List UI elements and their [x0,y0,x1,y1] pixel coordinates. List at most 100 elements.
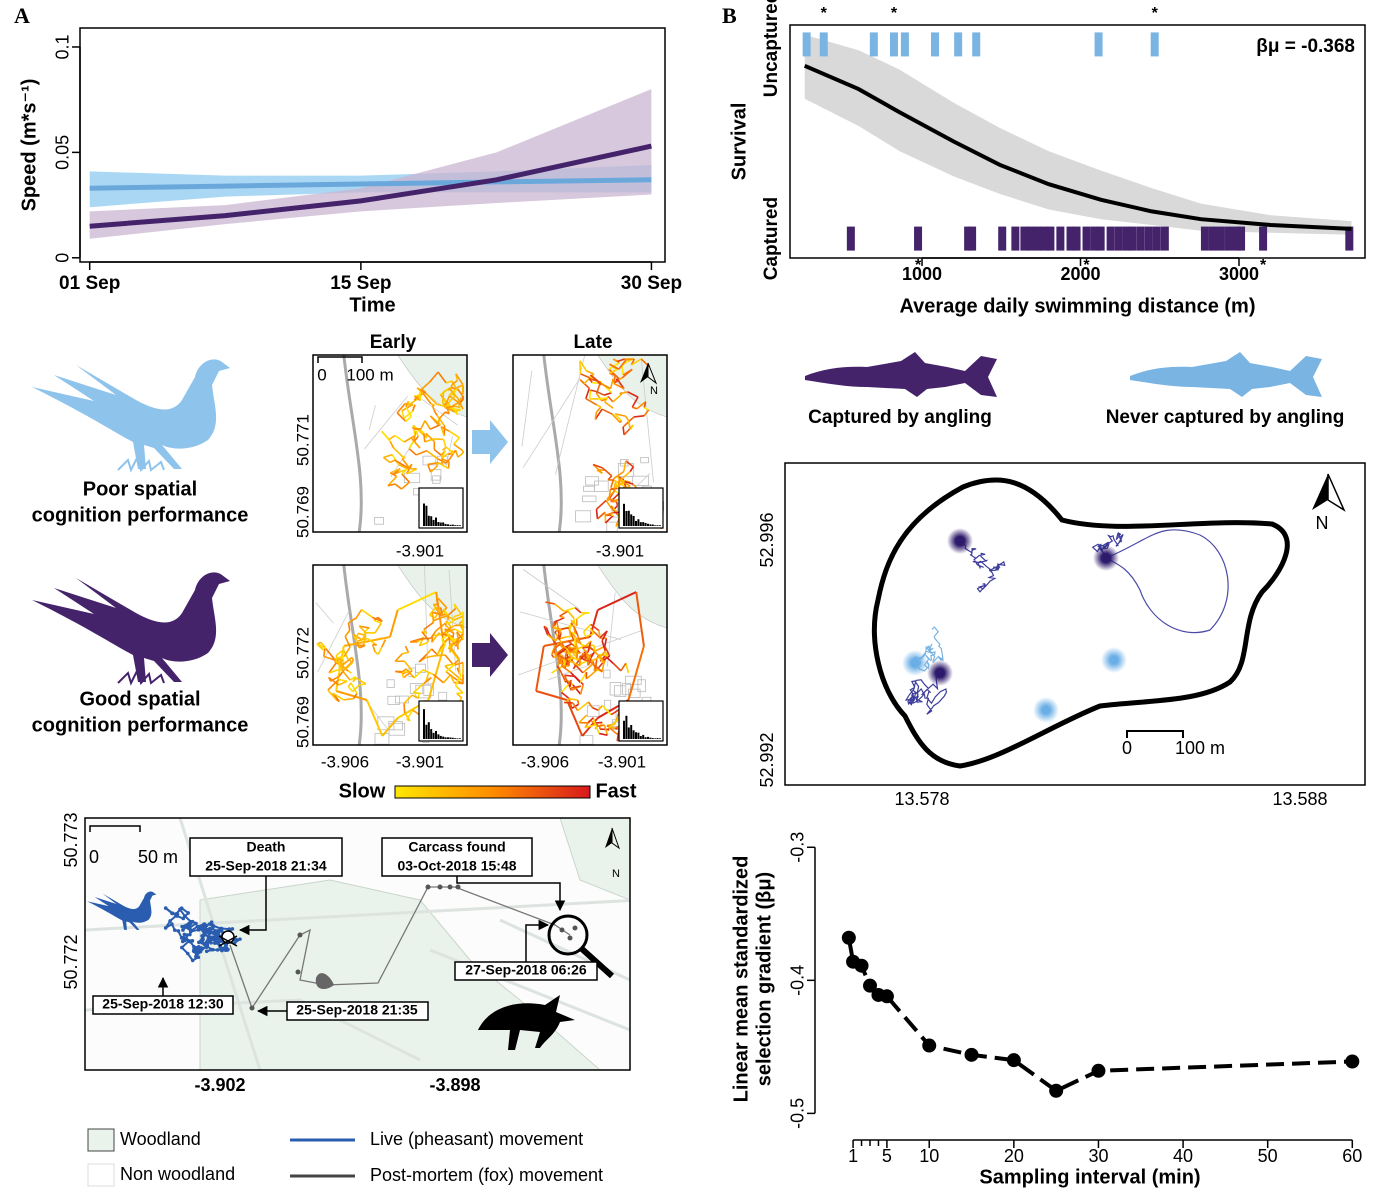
track [594,408,603,420]
track [595,499,607,510]
building [575,510,592,523]
fox-fix [447,884,453,890]
track [600,382,611,390]
track [343,636,391,647]
track [632,406,638,410]
track [332,692,344,701]
track [341,669,351,681]
track [377,616,383,623]
inset-bar [427,722,430,739]
fish-icon [805,352,997,397]
track [613,382,625,390]
track [613,480,626,489]
track [616,378,625,390]
lake-outline [871,477,1290,769]
track [387,475,398,487]
track [572,702,579,712]
track [333,658,343,664]
track [603,391,612,396]
track [579,671,588,683]
building [637,679,646,693]
north-arrow [1312,474,1328,510]
track [615,524,618,527]
track [374,622,382,634]
track [418,430,428,439]
track [411,694,420,699]
scale-bar [1126,730,1184,738]
track [621,368,633,379]
track [355,633,359,641]
track [442,674,452,684]
x-axis-label: Average daily swimming distance (m) [899,295,1255,317]
track [423,433,426,442]
inset-bar [659,525,661,526]
track [604,401,614,409]
track [615,501,619,506]
track [438,411,446,420]
track [423,676,432,685]
track [572,625,577,635]
track [406,467,417,470]
track [403,410,414,419]
x-tick-label: -3.901 [396,752,444,771]
track [354,609,363,620]
x-axis-label: Time [349,294,395,316]
track [601,650,606,657]
track [449,449,457,460]
track [433,409,438,416]
track [596,404,602,408]
y-tick-label: 52.992 [757,732,777,787]
inset-bar [644,522,647,526]
inset-bar [627,727,630,739]
track [551,665,563,674]
skull-bones [218,935,238,947]
rug-mark [1259,226,1268,251]
track [403,434,416,443]
y-tick-label: 50.769 [293,486,312,538]
track [592,649,604,661]
rug-mark [931,32,940,57]
track [588,390,592,399]
asterisk: * [821,5,828,22]
rug-mark [1072,226,1081,251]
track [567,679,572,685]
inset-bar [651,524,654,526]
track [442,447,447,451]
track [425,432,435,443]
track [605,500,614,511]
track [426,450,439,460]
building [628,688,641,698]
callout-box [189,837,343,877]
x-tick-label: 01 Sep [59,273,120,294]
y-axis-label: Survival [728,103,750,181]
track [429,415,439,426]
track [433,438,444,441]
track [565,647,574,660]
track [579,684,585,695]
track [425,655,435,659]
point [854,958,869,973]
scale-label: 0 [317,365,326,384]
inset-bar [459,525,461,526]
track [420,637,431,640]
rug-mark [1128,226,1137,251]
track [612,378,614,381]
track [328,662,337,674]
track [592,717,597,726]
y-axis-label: selection gradient (βμ) [753,872,775,1086]
track [594,411,598,420]
track [565,635,571,638]
rug-mark [1033,226,1042,251]
inset-bar [437,522,440,526]
path-line [554,355,586,475]
track [415,430,419,437]
north-arrow [1327,473,1346,512]
track [589,628,595,635]
inset-bar [459,738,461,739]
rug-mark [889,32,898,57]
building [374,517,384,525]
track [604,645,611,657]
track [607,395,614,403]
point [1091,1063,1106,1078]
track [557,647,565,655]
